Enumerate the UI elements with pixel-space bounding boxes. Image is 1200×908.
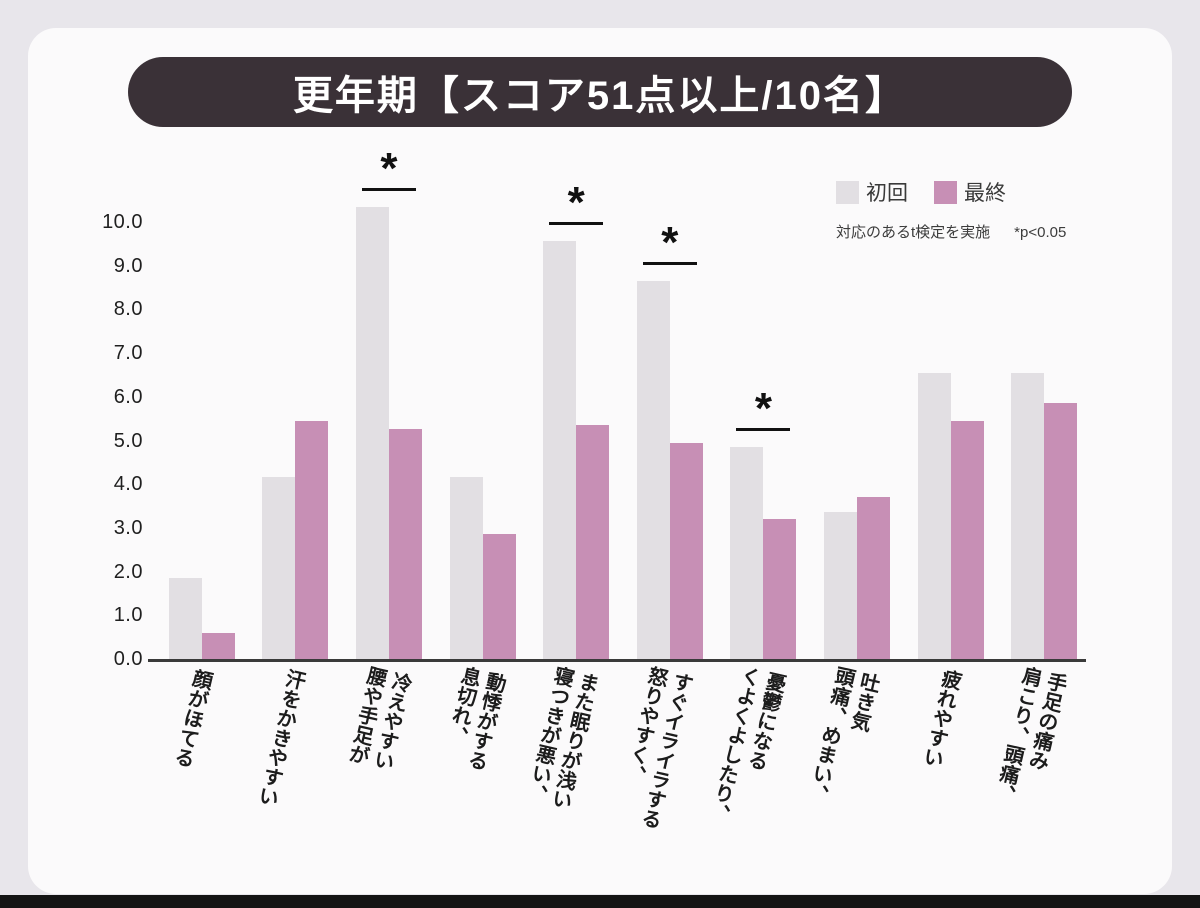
category-label: 汗をかきやすい	[253, 666, 307, 809]
y-tick-label: 2.0	[113, 560, 143, 583]
category-label: 頭痛、めまい、 吐き気	[803, 663, 881, 806]
significance-marker: *	[728, 383, 798, 433]
category-label: 肩こり、頭痛、 手足の痛み	[990, 663, 1069, 806]
asterisk-icon: *	[661, 217, 679, 267]
bar-final	[1044, 403, 1078, 661]
bar-group	[904, 140, 998, 661]
asterisk-icon: *	[754, 383, 772, 433]
bar-group	[436, 140, 530, 661]
category-label: 顔がほてる	[169, 666, 214, 770]
significance-line	[736, 427, 791, 431]
bar-group: *	[623, 140, 717, 661]
bar-final	[763, 518, 797, 661]
bar-initial	[449, 477, 483, 661]
category-label: 腰や手足が 冷えやすい	[344, 663, 413, 772]
bar-final	[482, 534, 516, 661]
asterisk-icon: *	[567, 178, 585, 228]
bar-group	[997, 140, 1091, 661]
y-tick-label: 3.0	[113, 516, 143, 539]
bar-final	[856, 497, 890, 661]
bar-final	[295, 420, 329, 661]
y-tick-label: 4.0	[113, 473, 143, 496]
bar-group	[249, 140, 343, 661]
bar-initial	[823, 512, 857, 661]
y-tick-label: 9.0	[113, 254, 143, 277]
legend: 初回 最終	[836, 177, 1006, 207]
bar-final	[201, 632, 235, 661]
significance-marker: *	[635, 217, 705, 267]
legend-swatch-initial	[836, 180, 859, 204]
y-axis: 10.0 9.0 8.0 7.0 6.0 5.0 4.0 3.0 2.0 1.0 0.0	[55, 0, 143, 908]
bottom-strip	[0, 895, 1200, 908]
bar-initial	[636, 280, 670, 661]
x-axis-labels: 顔がほてる 汗をかきやすい 腰や手足が 冷えやすい 息切れ、 動悸がする 寝つきが悪い、…	[155, 664, 1091, 904]
bar-initial	[543, 241, 577, 661]
significance-marker: *	[541, 178, 611, 228]
bar-initial	[1011, 372, 1045, 661]
bar-group: *	[717, 140, 811, 661]
bar-final	[576, 425, 610, 661]
significance-marker: *	[354, 143, 424, 193]
bar-final	[950, 420, 984, 661]
y-tick-label: 6.0	[113, 385, 143, 408]
bar-initial	[355, 206, 389, 661]
y-tick-label: 5.0	[113, 429, 143, 452]
category-label: 疲れやすい	[918, 666, 963, 770]
stat-note-method: 対応のあるt検定を実施	[836, 224, 991, 241]
stat-note: 対応のあるt検定を実施 *p<0.05	[836, 221, 1066, 242]
plot-area: * * * *	[155, 140, 1091, 661]
y-tick-label: 7.0	[113, 342, 143, 365]
significance-line	[642, 261, 697, 265]
chart-title: 更年期【スコア51点以上/10名】	[128, 57, 1072, 127]
category-label: くよくよしたり、 憂鬱になる	[704, 663, 788, 825]
y-tick-label: 8.0	[113, 298, 143, 321]
asterisk-icon: *	[380, 143, 398, 193]
category-label: 寝つきが悪い、 また眠りが浅い	[522, 663, 601, 811]
legend-label-initial: 初回	[866, 182, 908, 205]
x-axis-line	[148, 659, 1086, 662]
category-label: 怒りやすく、 すぐイライラする	[620, 663, 694, 831]
y-tick-label: 0.0	[113, 648, 143, 670]
bar-initial	[168, 577, 202, 661]
bar-initial	[917, 372, 951, 661]
y-tick-label: 1.0	[113, 604, 143, 627]
bar-group	[810, 140, 904, 661]
significance-line	[549, 222, 604, 226]
bar-group: *	[529, 140, 623, 661]
bar-initial	[730, 446, 764, 661]
stat-note-threshold: *p<0.05	[1014, 224, 1067, 241]
legend-swatch-final	[934, 180, 957, 204]
bar-group: *	[342, 140, 436, 661]
bar-final	[669, 442, 703, 661]
significance-line	[361, 187, 416, 191]
legend-label-final: 最終	[964, 182, 1006, 205]
y-tick-label: 10.0	[102, 211, 143, 233]
category-label: 息切れ、 動悸がする	[442, 663, 507, 772]
bar-group	[155, 140, 249, 661]
bar-final	[388, 429, 422, 661]
bar-initial	[262, 477, 296, 661]
